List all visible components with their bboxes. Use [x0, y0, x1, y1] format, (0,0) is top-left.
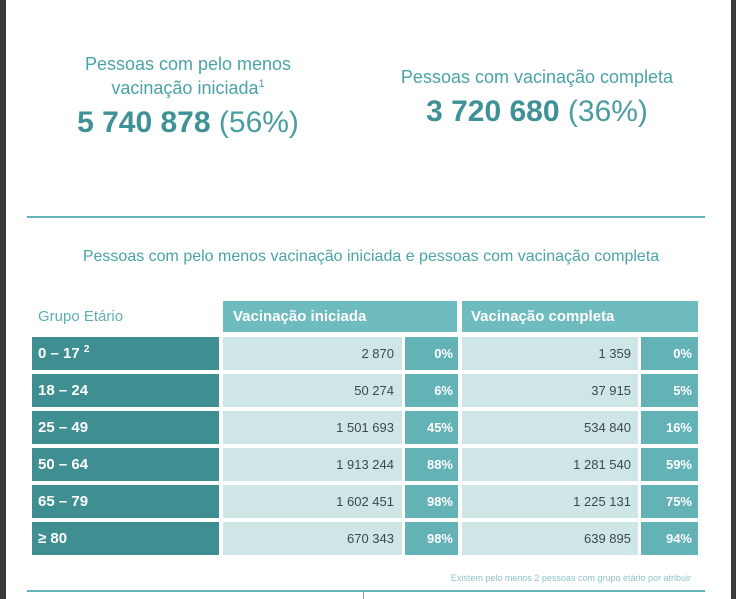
- age-group-cell: 65 – 79: [32, 485, 219, 518]
- complete-percent-cell: 75%: [641, 485, 698, 518]
- initiated-count-cell: 1 602 451: [223, 485, 402, 518]
- kpi-complete-number: 3 720 680: [426, 95, 560, 128]
- initiated-percent-cell: 98%: [405, 485, 458, 518]
- table-row: 25 – 49 1 501 693 45% 534 840 16%: [0, 411, 736, 445]
- section-divider-top: [27, 216, 705, 218]
- initiated-count-cell: 1 501 693: [223, 411, 402, 444]
- kpi-initiated-value: 5 740 878 (56%): [38, 106, 338, 140]
- age-group-cell: 0 – 17 2: [32, 337, 219, 370]
- window-frame-right: [731, 0, 736, 599]
- kpi-initiated-label-line1: Pessoas com pelo menos: [84, 54, 292, 74]
- footnote-text: Existem pelo menos 2 pessoas com grupo e…: [450, 573, 691, 583]
- column-header-initiated: Vacinação iniciada: [223, 301, 457, 332]
- complete-percent-cell: 59%: [641, 448, 698, 481]
- initiated-count-cell: 2 870: [223, 337, 402, 370]
- initiated-percent-cell: 98%: [405, 522, 458, 555]
- complete-percent-cell: 5%: [641, 374, 698, 407]
- age-group-label: 0 – 17: [38, 345, 80, 362]
- initiated-count-cell: 50 274: [223, 374, 402, 407]
- kpi-vaccination-initiated: Pessoas com pelo menos vacinação iniciad…: [38, 52, 338, 140]
- kpi-complete-label: Pessoas com vacinação completa: [400, 67, 674, 87]
- age-group-cell: 50 – 64: [32, 448, 219, 481]
- footnote-ref-1: 1: [258, 78, 265, 90]
- initiated-percent-cell: 88%: [405, 448, 458, 481]
- initiated-percent-cell: 6%: [405, 374, 458, 407]
- page-edge-mark: [363, 592, 364, 599]
- initiated-percent-cell: 45%: [405, 411, 458, 444]
- initiated-percent-cell: 0%: [405, 337, 458, 370]
- table-row: 50 – 64 1 913 244 88% 1 281 540 59%: [0, 448, 736, 482]
- kpi-complete-percent: (36%): [567, 95, 648, 128]
- kpi-initiated-percent: (56%): [218, 106, 299, 139]
- complete-count-cell: 639 895: [462, 522, 638, 555]
- complete-percent-cell: 16%: [641, 411, 698, 444]
- kpi-vaccination-complete: Pessoas com vacinação completa 3 720 680…: [382, 65, 692, 129]
- age-group-cell: 25 – 49: [32, 411, 219, 444]
- complete-count-cell: 37 915: [462, 374, 638, 407]
- kpi-initiated-label: Pessoas com pelo menos vacinação iniciad…: [38, 52, 338, 100]
- window-frame-left: [0, 0, 6, 599]
- initiated-count-cell: 1 913 244: [223, 448, 402, 481]
- table-row: 18 – 24 50 274 6% 37 915 5%: [0, 374, 736, 408]
- age-group-cell: ≥ 80: [32, 522, 219, 555]
- complete-percent-cell: 94%: [641, 522, 698, 555]
- footnote-ref-2: 2: [83, 344, 90, 355]
- table-section-title: Pessoas com pelo menos vacinação iniciad…: [82, 248, 660, 265]
- age-group-cell: 18 – 24: [32, 374, 219, 407]
- complete-count-cell: 534 840: [462, 411, 638, 444]
- complete-count-cell: 1 225 131: [462, 485, 638, 518]
- table-row: 65 – 79 1 602 451 98% 1 225 131 75%: [0, 485, 736, 519]
- complete-percent-cell: 0%: [641, 337, 698, 370]
- initiated-count-cell: 670 343: [223, 522, 402, 555]
- table-row: ≥ 80 670 343 98% 639 895 94%: [0, 522, 736, 556]
- complete-count-cell: 1 359: [462, 337, 638, 370]
- kpi-initiated-label-line2: vacinação iniciada: [111, 78, 259, 98]
- section-divider-bottom: [27, 590, 705, 592]
- column-header-age-group: Grupo Etário: [38, 308, 124, 325]
- kpi-complete-value: 3 720 680 (36%): [382, 95, 692, 129]
- complete-count-cell: 1 281 540: [462, 448, 638, 481]
- column-header-complete: Vacinação completa: [462, 301, 698, 332]
- kpi-initiated-number: 5 740 878: [77, 106, 211, 139]
- table-row: 0 – 17 2 2 870 0% 1 359 0%: [0, 337, 736, 371]
